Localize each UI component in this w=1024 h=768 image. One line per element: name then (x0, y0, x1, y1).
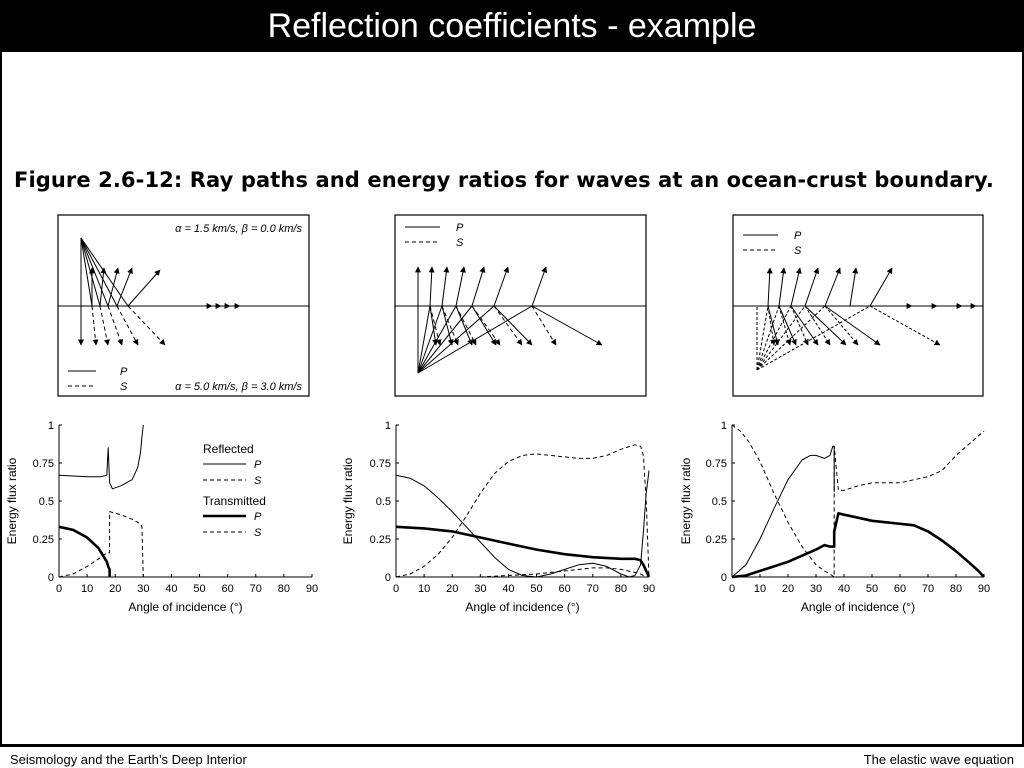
legend-transmitted-s: S (254, 527, 262, 539)
x-tick-label: 10 (81, 583, 93, 595)
ray-panel-3: P S (732, 214, 984, 397)
series-reflected-p (395, 470, 650, 578)
x-tick-label: 20 (109, 583, 121, 595)
x-tick-label: 70 (922, 583, 934, 595)
x-tick-label: 50 (193, 583, 205, 595)
x-tick-label: 20 (446, 583, 458, 595)
x-axis-label: Angle of incidence (°) (465, 600, 579, 614)
y-tick-label: 1 (48, 420, 54, 432)
chart-legend: Reflected P S Transmitted P S (203, 442, 266, 539)
y-axis-label: Energy flux ratio (341, 457, 355, 544)
ray-panel-1-top-params: α = 1.5 km/s, β = 0.0 km/s (175, 223, 302, 235)
ray-panel-1-legend-p: P (120, 366, 128, 378)
y-tick-label: 0.25 (706, 534, 727, 546)
x-tick-label: 80 (950, 583, 962, 595)
x-tick-label: 10 (754, 583, 766, 595)
series-transmitted-p (731, 511, 985, 579)
y-tick-label: 1 (721, 420, 727, 432)
x-tick-label: 90 (306, 583, 318, 595)
x-tick-label: 50 (530, 583, 542, 595)
footer-bar: Seismology and the Earth’s Deep Interior… (0, 744, 1024, 768)
legend-transmitted-heading: Transmitted (203, 494, 266, 508)
y-tick-label: 1 (385, 420, 391, 432)
x-tick-label: 20 (782, 583, 794, 595)
y-tick-label: 0 (721, 572, 727, 584)
x-tick-label: 30 (474, 583, 486, 595)
ray-panel-1-legend-s: S (120, 381, 128, 393)
series-reflected-s (395, 444, 650, 578)
series-reflected-p (58, 424, 144, 490)
x-tick-label: 50 (866, 583, 878, 595)
x-tick-label: 70 (250, 583, 262, 595)
chart-3: 0 10 20 30 40 50 60 70 80 90 0 0.25 0.5 0.75 1 Angle of… (679, 420, 990, 614)
chart-1: 0 10 20 30 40 50 60 70 80 90 0 0.25 0.5 0.75 1 Angle of… (5, 420, 318, 614)
x-tick-label: 10 (418, 583, 430, 595)
x-tick-label: 90 (978, 583, 990, 595)
ray-panel-2-legend-p: P (456, 222, 464, 234)
figure-caption: Figure 2.6-12: Ray paths and energy rati… (14, 168, 994, 192)
series-reflected-s (731, 424, 985, 578)
x-tick-label: 60 (894, 583, 906, 595)
legend-reflected-p: P (254, 459, 262, 471)
ray-panel-2-legend-s: S (456, 237, 464, 249)
slide-title-bar: Reflection coefficients - example (0, 0, 1024, 52)
ray-panel-1-bottom-params: α = 5.0 km/s, β = 3.0 km/s (175, 381, 302, 393)
chart-2: 0 10 20 30 40 50 60 70 80 90 0 0.25 0.5 0.75 1 Angle of… (341, 420, 655, 614)
frame-border-right (1022, 52, 1024, 748)
frame-border-left (0, 52, 2, 748)
legend-reflected-s: S (254, 475, 262, 487)
x-axis-label: Angle of incidence (°) (128, 600, 242, 614)
series-transmitted-s (396, 567, 649, 578)
series-reflected-s (58, 511, 144, 578)
x-tick-label: 40 (502, 583, 514, 595)
x-tick-label: 60 (222, 583, 234, 595)
legend-transmitted-p: P (254, 511, 262, 523)
y-tick-label: 0.75 (33, 458, 54, 470)
y-tick-label: 0.75 (706, 458, 727, 470)
ray-panel-3-rays (756, 267, 977, 371)
ray-panel-1: α = 1.5 km/s, β = 0.0 km/s α = 5.0 km/s,… (57, 214, 310, 397)
x-tick-label: 0 (56, 583, 62, 595)
x-tick-label: 60 (559, 583, 571, 595)
y-tick-label: 0.25 (370, 534, 391, 546)
ray-panel-3-legend-p: P (794, 230, 802, 242)
x-tick-label: 80 (278, 583, 290, 595)
x-tick-label: 40 (838, 583, 850, 595)
ray-panel-3-legend-s: S (794, 245, 802, 257)
ray-panel-2: P S (394, 214, 647, 397)
ray-panel-1-rays (78, 237, 241, 346)
legend-reflected-heading: Reflected (203, 442, 254, 456)
y-axis-label: Energy flux ratio (5, 457, 19, 544)
series-transmitted-p (58, 525, 111, 577)
x-tick-label: 0 (393, 583, 399, 595)
series-transmitted-p (395, 525, 651, 578)
footer-course-title: Seismology and the Earth’s Deep Interior (10, 752, 247, 767)
footer-section-title: The elastic wave equation (863, 752, 1014, 767)
y-tick-label: 0.5 (39, 496, 54, 508)
y-tick-label: 0 (48, 572, 54, 584)
y-tick-label: 0 (385, 572, 391, 584)
x-tick-label: 40 (165, 583, 177, 595)
x-axis-label: Angle of incidence (°) (801, 600, 915, 614)
y-axis-label: Energy flux ratio (679, 457, 693, 544)
y-tick-label: 0.75 (370, 458, 391, 470)
slide-title: Reflection coefficients - example (267, 6, 757, 45)
x-tick-label: 30 (810, 583, 822, 595)
x-tick-label: 90 (643, 583, 655, 595)
x-tick-label: 70 (587, 583, 599, 595)
ray-panel-2-rays (415, 266, 603, 374)
series-reflected-p (731, 445, 835, 578)
y-tick-label: 0.25 (33, 534, 54, 546)
y-tick-label: 0.5 (712, 496, 727, 508)
x-tick-label: 0 (729, 583, 735, 595)
x-tick-label: 30 (137, 583, 149, 595)
y-tick-label: 0.5 (376, 496, 391, 508)
x-tick-label: 80 (615, 583, 627, 595)
